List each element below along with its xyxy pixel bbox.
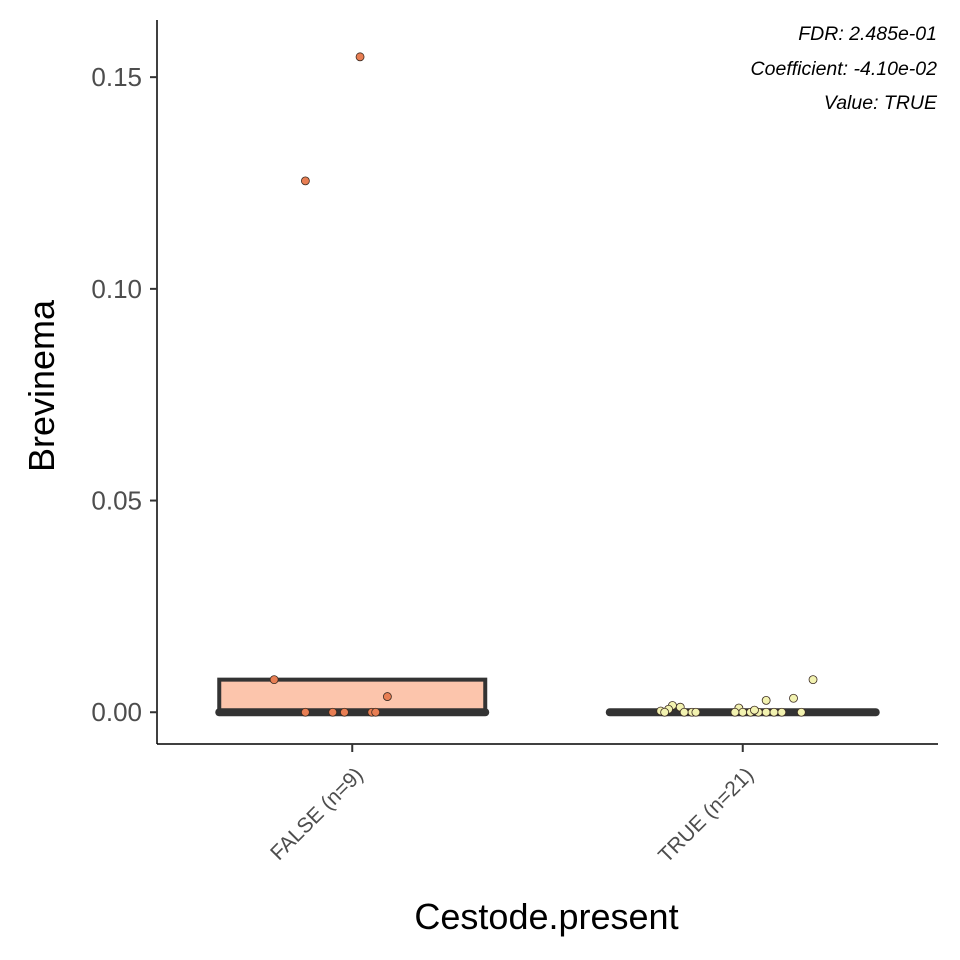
- y-axis-title: Brevinema: [21, 299, 62, 472]
- data-point: [796, 707, 806, 717]
- data-point: [300, 176, 310, 186]
- data-point: [750, 705, 759, 715]
- data-point: [789, 693, 798, 703]
- annotation-value: Value: TRUE: [824, 92, 938, 114]
- x-tick-label: FALSE (n=9): [266, 763, 368, 865]
- annotation-fdr: FDR: 2.485e-01: [798, 23, 937, 45]
- data-point: [761, 695, 771, 705]
- y-tick-label: 0.00: [91, 697, 142, 727]
- y-tick-label: 0.10: [91, 274, 142, 304]
- data-point: [382, 692, 392, 701]
- data-point: [777, 707, 787, 717]
- data-point: [691, 707, 701, 717]
- data-point: [328, 707, 338, 717]
- data-point: [769, 707, 779, 717]
- data-point: [371, 707, 381, 717]
- boxes: [215, 677, 880, 717]
- box: [217, 677, 488, 715]
- chart-text: Brevinema Cestode.present FDR: 2.485e-01…: [21, 23, 938, 937]
- x-tick-label: TRUE (n=21): [654, 763, 758, 867]
- data-point: [761, 707, 771, 717]
- data-point: [300, 707, 310, 717]
- y-tick-label: 0.05: [91, 486, 142, 516]
- data-point: [269, 675, 279, 685]
- data-point: [355, 52, 365, 62]
- y-tick-label: 0.15: [91, 62, 142, 92]
- data-point: [340, 707, 349, 717]
- axes: 0.00 0.05 0.10 0.15 FALSE (n=9) TRUE (n=21): [91, 20, 938, 867]
- data-point: [679, 707, 689, 717]
- data-points: [269, 52, 818, 717]
- data-point: [738, 707, 748, 717]
- data-point: [808, 675, 818, 685]
- annotation-coefficient: Coefficient: -4.10e-02: [751, 58, 938, 80]
- x-axis-title: Cestode.present: [414, 896, 678, 937]
- data-point: [730, 707, 740, 717]
- data-point: [660, 707, 670, 717]
